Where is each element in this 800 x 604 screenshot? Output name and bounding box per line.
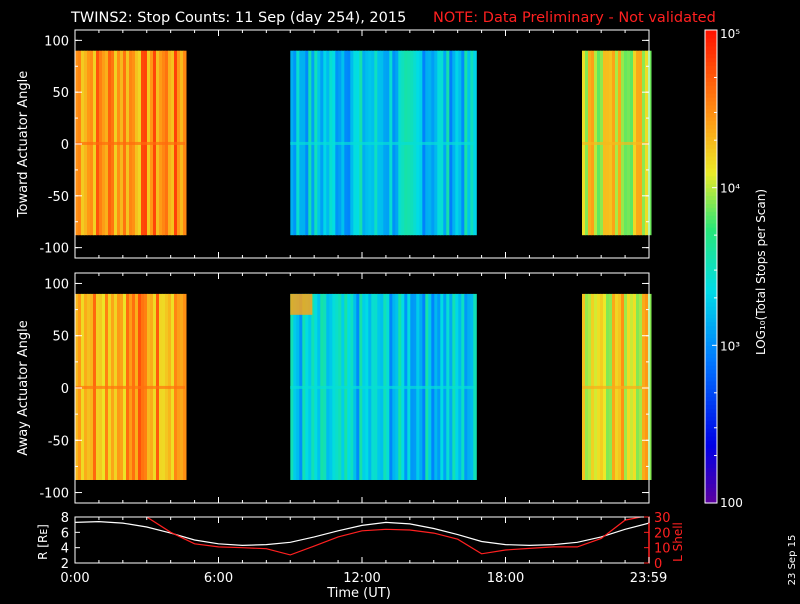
ytick-label: -100 xyxy=(39,242,69,257)
colorbar-frame xyxy=(704,29,718,504)
ytick-label: -50 xyxy=(48,190,69,205)
heatmap-segment-2 xyxy=(582,293,652,480)
colorbar-tick-label: 100 xyxy=(720,496,743,510)
heatmap-segment-0 xyxy=(75,293,187,480)
plot-title: TWINS2: Stop Counts: 11 Sep (day 254), 2… xyxy=(70,10,406,26)
ephem-y2tick-label: 10 xyxy=(654,542,671,557)
xtick-label: 12:00 xyxy=(343,571,380,586)
series-l-shell xyxy=(146,517,644,556)
away-ylabel: Away Actuator Angle xyxy=(16,320,31,455)
ytick-label: 100 xyxy=(44,34,69,49)
heatmap-segment-1 xyxy=(290,50,477,236)
colorbar-label: LOG₁₀(Total Stops per Scan) xyxy=(754,189,768,355)
xtick-label: 18:00 xyxy=(487,571,524,586)
ytick-label: -50 xyxy=(48,434,69,449)
heatmap-segment-1 xyxy=(290,293,477,480)
ephem-bg xyxy=(75,517,649,563)
toward-heatmap-panel: 100 50 0 -50 -100 xyxy=(39,29,652,259)
xaxis-label: Time (UT) xyxy=(326,586,391,600)
series-r xyxy=(75,520,649,547)
ephem-y2label: L Shell xyxy=(671,522,685,562)
ephem-ytick-label: 8 xyxy=(61,511,69,526)
ephem-ytick-label: 4 xyxy=(61,542,69,557)
ephem-y2tick-label: 20 xyxy=(654,526,671,541)
ytick-label: 0 xyxy=(61,138,69,153)
ephem-ytick-label: 6 xyxy=(61,526,69,541)
ytick-label: 50 xyxy=(52,330,69,345)
away-heatmap-panel: 100 50 0 -50 -100 xyxy=(39,272,652,504)
side-date: 23 Sep 15 xyxy=(787,535,798,586)
xtick-label: 0:00 xyxy=(60,571,89,586)
toward-ylabel: Toward Actuator Angle xyxy=(16,71,31,218)
ephem-y2tick-label: 30 xyxy=(654,511,671,526)
xtick-label: 6:00 xyxy=(204,571,233,586)
ephem-ytick-label: 2 xyxy=(61,557,69,572)
ytick-label: -100 xyxy=(39,487,69,502)
colorbar: 100 10³ 10⁴ 10⁵ xyxy=(704,27,743,510)
xtick-label: 23:59 xyxy=(630,571,667,586)
ytick-label: 50 xyxy=(52,86,69,101)
ephem-ylabel: R [Rᴇ] xyxy=(36,524,50,560)
ephem-y2tick-label: 0 xyxy=(654,557,662,572)
colorbar-tick-label: 10⁵ xyxy=(720,27,740,41)
ytick-label: 100 xyxy=(44,277,69,292)
heatmap-segment-0 xyxy=(75,50,187,236)
heatmap-segment-2 xyxy=(582,50,652,236)
colorbar-tick-label: 10³ xyxy=(720,339,740,353)
preliminary-note: NOTE: Data Preliminary - Not validated xyxy=(433,10,716,26)
colorbar-tick-label: 10⁴ xyxy=(720,182,740,196)
ytick-label: 0 xyxy=(61,382,69,397)
